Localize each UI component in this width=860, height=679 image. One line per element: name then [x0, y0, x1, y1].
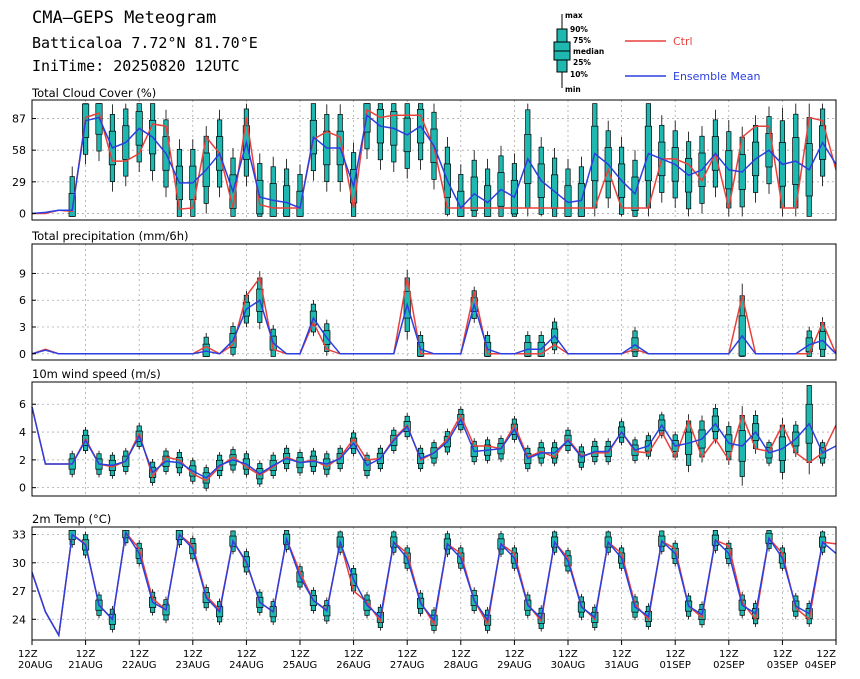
x-tick-label-date: 23AUG: [175, 660, 210, 671]
x-tick-label-date: 20AUG: [18, 660, 53, 671]
y-tick-label: 6: [19, 294, 26, 307]
panel-frame: [31, 243, 837, 361]
x-tick-label-hour: 12Z: [558, 649, 578, 660]
box-inner: [283, 185, 291, 217]
y-tick-label: 6: [19, 398, 26, 411]
x-tick-label-hour: 12Z: [612, 649, 632, 660]
y-tick-label: 4: [19, 426, 26, 439]
box-inner: [68, 193, 76, 217]
x-tick-label-date: 25AUG: [283, 660, 318, 671]
legend-label-max: max: [565, 11, 583, 20]
location-label: Batticaloa 7.72°N 81.70°E: [32, 34, 258, 52]
x-tick-label-date: 21AUG: [68, 660, 103, 671]
x-tick-label-hour: 12Z: [816, 649, 836, 660]
x-tick-label-date: 04SEP: [805, 660, 836, 671]
box-inner: [202, 343, 210, 357]
panel-title: Total precipitation (mm/6h): [31, 229, 188, 243]
x-tick-label-date: 29AUG: [497, 660, 532, 671]
y-tick-label: 58: [12, 144, 26, 157]
box-inner: [296, 190, 304, 217]
mean-line: [31, 530, 837, 638]
legend-ctrl-label: Ctrl: [673, 35, 693, 48]
legend-label-10: 10%: [570, 70, 588, 79]
x-tick-label-hour: 12Z: [183, 649, 203, 660]
y-tick-label: 2: [19, 454, 26, 467]
panel-frame: [31, 381, 837, 497]
panel-title: Total Cloud Cover (%): [31, 86, 156, 100]
init-time-label: IniTime: 20250820 12UTC: [32, 57, 240, 75]
x-tick-label-date: 03SEP: [767, 660, 798, 671]
meteogram-title: CMA—GEPS Meteogram: [32, 8, 217, 28]
x-tick-label-date: 26AUG: [336, 660, 371, 671]
legend-box-labels: max 90% 75% median 25% 10% min: [565, 11, 604, 94]
x-tick-label-date: 01SEP: [659, 660, 690, 671]
y-tick-label: 24: [12, 613, 26, 626]
panel-frame: [31, 526, 837, 641]
x-tick-label-hour: 12Z: [76, 649, 96, 660]
y-tick-label: 30: [12, 557, 26, 570]
x-tick-label-date: 30AUG: [551, 660, 586, 671]
x-tick-label-hour: 12Z: [773, 649, 793, 660]
x-tick-label-hour: 12Z: [719, 649, 739, 660]
legend-label-min: min: [565, 85, 581, 94]
x-axis-ticks: 12Z20AUG12Z21AUG12Z22AUG12Z23AUG12Z24AUG…: [18, 640, 837, 671]
x-tick-label-hour: 12Z: [451, 649, 471, 660]
legend: max 90% 75% median 25% 10% min Ctrl Ense…: [553, 11, 760, 94]
x-tick-label-date: 02SEP: [713, 660, 744, 671]
x-tick-label-hour: 12Z: [505, 649, 525, 660]
legend-label-75: 75%: [573, 36, 591, 45]
x-tick-label-date: 24AUG: [229, 660, 264, 671]
legend-label-25: 25%: [573, 58, 591, 67]
mean-line: [31, 406, 837, 479]
panel-frame: [31, 99, 837, 221]
y-tick-label: 33: [12, 529, 26, 542]
mean-line: [31, 299, 837, 355]
x-tick-label-hour: 12Z: [18, 649, 38, 660]
x-tick-label-hour: 12Z: [237, 649, 257, 660]
y-tick-label: 0: [19, 207, 26, 220]
x-tick-label-hour: 12Z: [129, 649, 149, 660]
panel-3: 2m Temp (°C) 24 27 30 33: [12, 512, 837, 641]
y-tick-label: 9: [19, 267, 26, 280]
ctrl-line: [31, 276, 837, 355]
panel-1: Total precipitation (mm/6h) 0 3 6 9: [19, 229, 837, 361]
panel-0: Total Cloud Cover (%) 0 29 58 87: [12, 86, 837, 221]
x-tick-label-date: 28AUG: [443, 660, 478, 671]
panel-title: 2m Temp (°C): [32, 512, 111, 526]
y-tick-label: 87: [12, 113, 26, 126]
x-tick-label-hour: 12Z: [397, 649, 417, 660]
legend-label-90: 90%: [570, 25, 588, 34]
y-tick-label: 0: [19, 482, 26, 495]
legend-label-median: median: [573, 47, 604, 56]
y-tick-label: 27: [12, 585, 26, 598]
ctrl-line: [32, 108, 837, 215]
x-tick-label-date: 27AUG: [390, 660, 425, 671]
y-tick-label: 29: [12, 176, 26, 189]
x-tick-label-hour: 12Z: [290, 649, 310, 660]
x-tick-label-date: 22AUG: [122, 660, 157, 671]
box-inner: [564, 185, 572, 217]
y-tick-label: 0: [19, 348, 26, 361]
x-tick-label-hour: 12Z: [665, 649, 685, 660]
panel-title: 10m wind speed (m/s): [32, 367, 161, 381]
legend-mean-label: Ensemble Mean: [673, 70, 760, 83]
mean-line: [31, 113, 837, 215]
x-tick-label-date: 31AUG: [604, 660, 639, 671]
x-tick-label-hour: 12Z: [344, 649, 364, 660]
panel-2: 10m wind speed (m/s) 0 2 4 6: [19, 367, 837, 497]
y-tick-label: 3: [19, 321, 26, 334]
